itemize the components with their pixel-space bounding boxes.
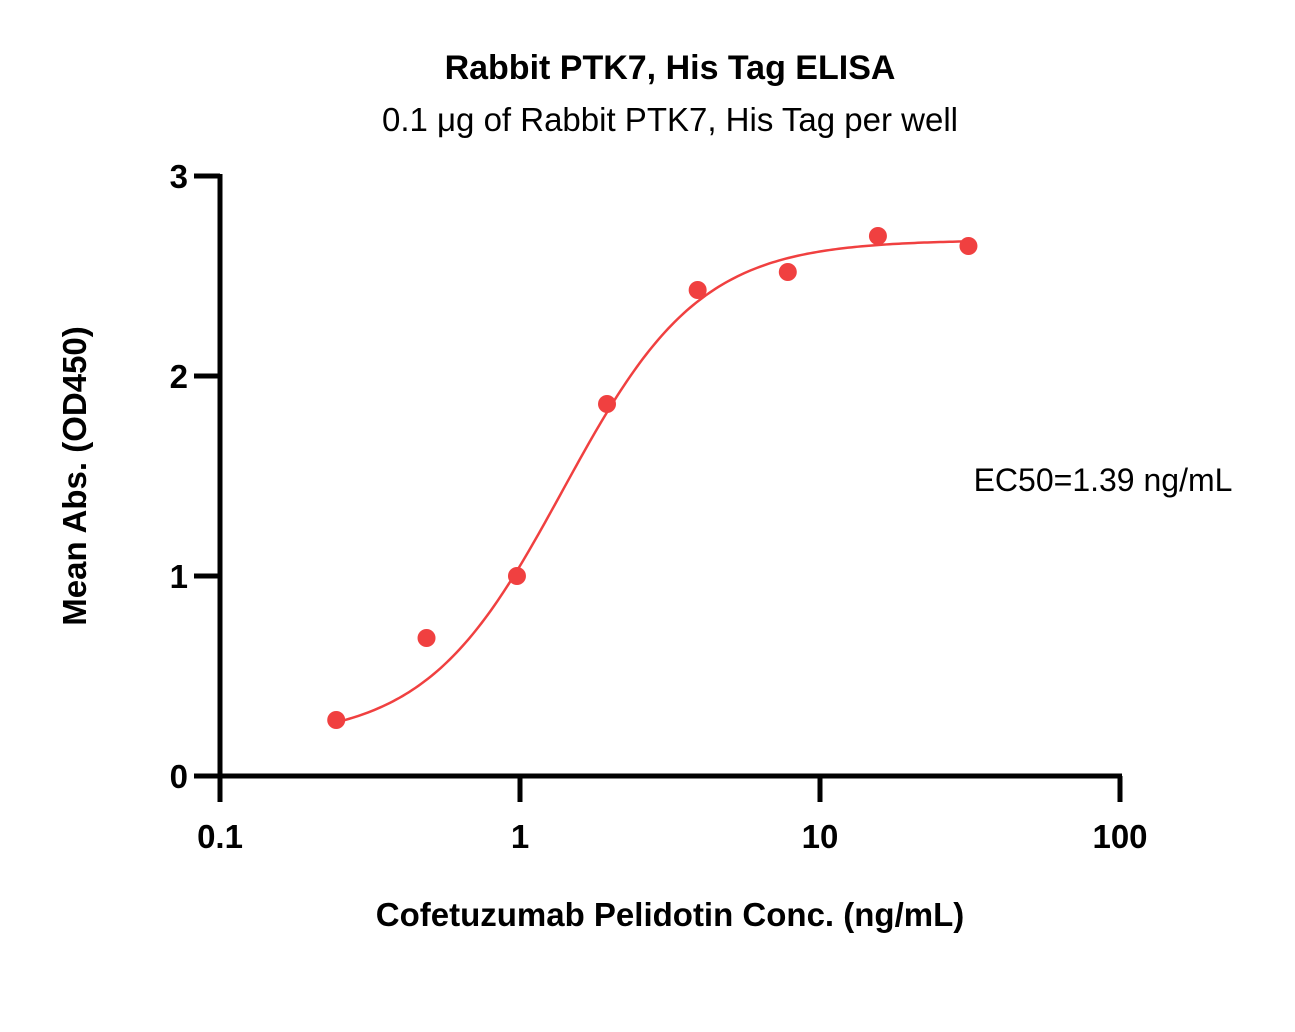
- data-points: [327, 227, 978, 729]
- y-tick-label: 3: [170, 158, 188, 195]
- y-tick-label: 2: [170, 358, 188, 395]
- fit-curve-group: [335, 240, 969, 724]
- chart-title: Rabbit PTK7, His Tag ELISA: [445, 49, 896, 87]
- data-point: [417, 629, 436, 647]
- data-point: [778, 263, 797, 281]
- x-axis-title: Cofetuzumab Pelidotin Conc. (ng/mL): [376, 896, 964, 933]
- fit-curve: [335, 240, 969, 724]
- x-tick-label: 1: [511, 818, 529, 855]
- ec50-annotation: EC50=1.39 ng/mL: [974, 462, 1233, 498]
- data-point: [688, 281, 707, 299]
- chart-subtitle: 0.1 μg of Rabbit PTK7, His Tag per well: [382, 101, 958, 138]
- ticks: 0 1 2 3 0.1 1 10 100: [170, 158, 1148, 855]
- data-point: [959, 237, 978, 255]
- y-axis-title: Mean Abs. (OD450): [56, 326, 93, 626]
- axes: [217, 174, 1122, 779]
- data-point: [507, 567, 526, 585]
- data-point: [327, 711, 346, 729]
- data-point: [868, 227, 887, 245]
- x-tick-label: 10: [802, 818, 839, 855]
- y-tick-label: 1: [170, 558, 188, 595]
- x-tick-label: 100: [1092, 818, 1147, 855]
- x-tick-label: 0.1: [197, 818, 243, 855]
- data-point: [598, 395, 617, 413]
- y-tick-label: 0: [170, 758, 188, 795]
